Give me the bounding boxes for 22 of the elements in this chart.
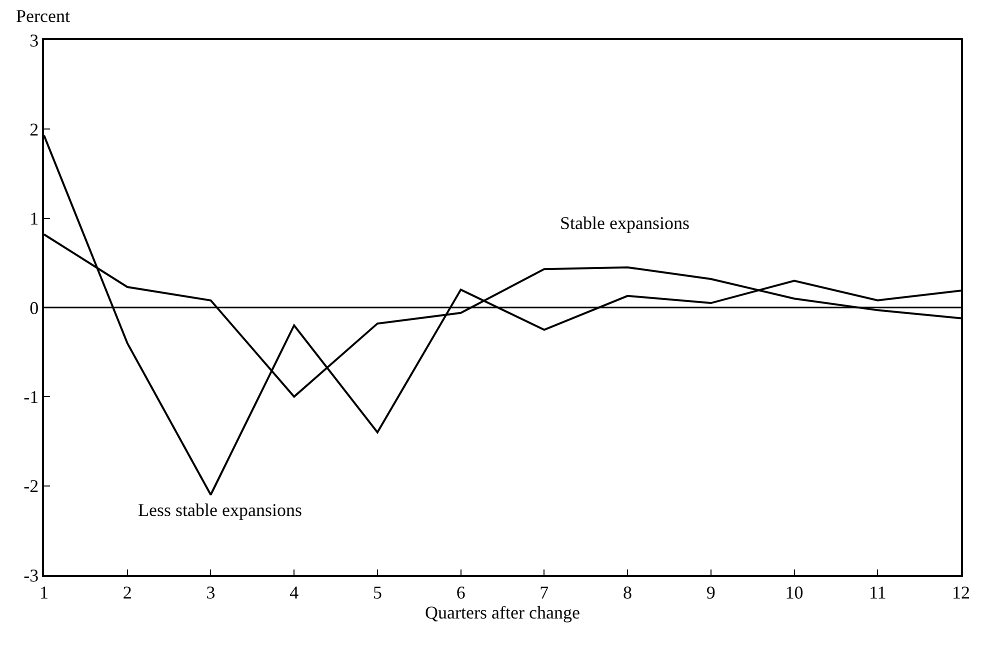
y-axis-title: Percent — [16, 6, 70, 26]
y-tick-label: 1 — [30, 208, 39, 229]
y-tick-label: 0 — [30, 298, 39, 318]
y-tick-label: -1 — [24, 386, 39, 407]
x-tick-label: 4 — [290, 582, 299, 602]
x-tick-label: 9 — [706, 582, 716, 602]
x-axis-title: Quarters after change — [425, 602, 580, 622]
x-tick-label: 2 — [122, 582, 132, 602]
series-label: Stable expansions — [560, 213, 690, 233]
x-tick-label: 6 — [456, 582, 466, 602]
x-tick-label: 3 — [206, 582, 216, 602]
x-tick-label: 11 — [868, 582, 886, 602]
series-label: Less stable expansions — [138, 500, 302, 520]
x-tick-label: 10 — [785, 582, 804, 602]
y-tick-label: 3 — [30, 30, 39, 50]
y-tick-label: -2 — [24, 476, 39, 496]
x-tick-label: 5 — [372, 582, 382, 602]
x-tick-label: 7 — [540, 582, 549, 602]
y-tick-label: 2 — [30, 119, 39, 140]
y-tick-label: -3 — [24, 565, 39, 586]
x-tick-label: 8 — [623, 582, 632, 602]
x-tick-label: 12 — [952, 582, 970, 602]
